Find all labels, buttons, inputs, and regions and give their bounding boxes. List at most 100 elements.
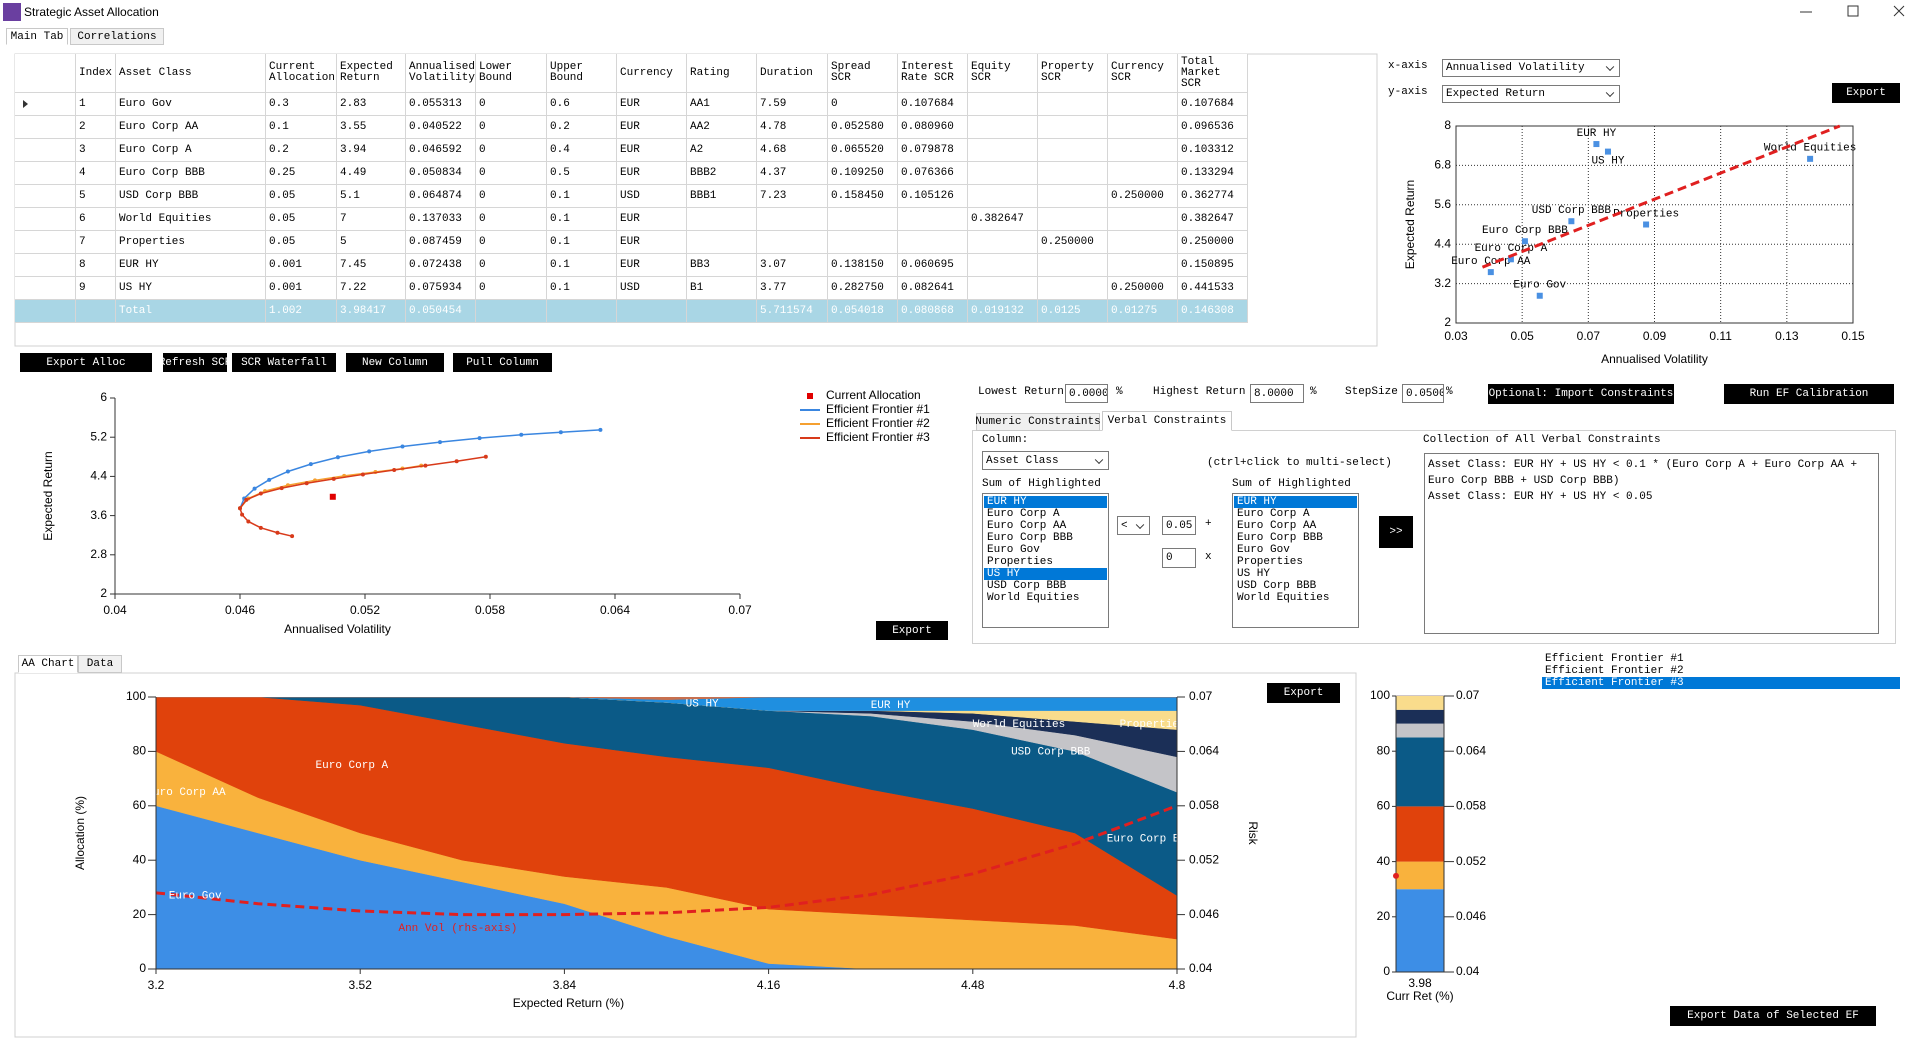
list-item[interactable]: Properties bbox=[1237, 556, 1304, 568]
table-cell[interactable]: BBB2 bbox=[687, 162, 757, 185]
table-cell[interactable]: 0.052580 bbox=[828, 116, 898, 139]
column-header[interactable]: Spread SCR bbox=[828, 54, 898, 93]
table-cell[interactable] bbox=[898, 208, 968, 231]
table-cell[interactable] bbox=[1038, 277, 1108, 300]
total-cell[interactable]: 0.054018 bbox=[828, 300, 898, 323]
total-cell[interactable]: 0.0125 bbox=[1038, 300, 1108, 323]
constraint-tab[interactable]: Verbal Constraints bbox=[1102, 411, 1232, 431]
table-cell[interactable]: 0.082641 bbox=[898, 277, 968, 300]
table-cell[interactable]: 0.079878 bbox=[898, 139, 968, 162]
table-cell[interactable]: 0.064874 bbox=[406, 185, 476, 208]
export-selected-button[interactable]: Export Data of Selected EF bbox=[1670, 1006, 1876, 1026]
table-cell[interactable] bbox=[1038, 162, 1108, 185]
table-cell[interactable]: 3.77 bbox=[757, 277, 828, 300]
table-cell[interactable] bbox=[968, 139, 1038, 162]
table-cell[interactable]: 5 bbox=[337, 231, 406, 254]
table-cell[interactable]: 0.040522 bbox=[406, 116, 476, 139]
lowest-input[interactable]: 0.0000 bbox=[1065, 384, 1108, 403]
close-icon[interactable] bbox=[1893, 5, 1905, 17]
table-cell[interactable]: 0.096536 bbox=[1178, 116, 1248, 139]
operator-select[interactable]: < bbox=[1117, 516, 1150, 535]
table-cell[interactable]: Euro Corp AA bbox=[116, 116, 266, 139]
table-cell[interactable] bbox=[1038, 93, 1108, 116]
table-cell[interactable]: 0 bbox=[476, 185, 547, 208]
highest-input[interactable]: 8.0000 bbox=[1250, 384, 1304, 403]
table-cell[interactable]: 0.2 bbox=[547, 116, 617, 139]
table-cell[interactable]: B1 bbox=[687, 277, 757, 300]
table-cell[interactable]: 0 bbox=[476, 231, 547, 254]
add-button[interactable]: >> bbox=[1379, 516, 1413, 548]
table-cell[interactable]: 0.050834 bbox=[406, 162, 476, 185]
total-cell[interactable]: 0.050454 bbox=[406, 300, 476, 323]
table-cell[interactable]: 0.080960 bbox=[898, 116, 968, 139]
table-cell[interactable] bbox=[1108, 139, 1178, 162]
list-item[interactable]: US HY bbox=[984, 568, 1107, 580]
column-header[interactable]: Currency SCR bbox=[1108, 54, 1178, 93]
table-cell[interactable]: 0.001 bbox=[266, 254, 337, 277]
x-axis-select[interactable]: Annualised Volatility bbox=[1442, 59, 1620, 77]
total-cell[interactable] bbox=[476, 300, 547, 323]
table-cell[interactable]: 0.05 bbox=[266, 185, 337, 208]
table-cell[interactable] bbox=[968, 93, 1038, 116]
y-axis-select[interactable]: Expected Return bbox=[1442, 85, 1620, 103]
table-cell[interactable]: 0 bbox=[476, 116, 547, 139]
table-cell[interactable]: 0.065520 bbox=[828, 139, 898, 162]
frontier-item[interactable]: Efficient Frontier #2 bbox=[1545, 665, 1684, 677]
table-cell[interactable] bbox=[968, 185, 1038, 208]
restore-icon[interactable] bbox=[1847, 5, 1859, 17]
table-button[interactable]: New Column bbox=[346, 353, 444, 372]
table-cell[interactable]: World Equities bbox=[116, 208, 266, 231]
export-button[interactable]: Export bbox=[876, 621, 948, 640]
table-cell[interactable]: 0.05 bbox=[266, 231, 337, 254]
column-header[interactable]: Lower Bound bbox=[476, 54, 547, 93]
total-cell[interactable] bbox=[547, 300, 617, 323]
table-cell[interactable]: 0.087459 bbox=[406, 231, 476, 254]
table-cell[interactable]: 0 bbox=[476, 208, 547, 231]
table-cell[interactable]: USD bbox=[617, 185, 687, 208]
table-cell[interactable]: 0.250000 bbox=[1108, 185, 1178, 208]
table-cell[interactable]: Euro Corp A bbox=[116, 139, 266, 162]
table-cell[interactable]: 0.001 bbox=[266, 277, 337, 300]
total-cell[interactable]: 0.080868 bbox=[898, 300, 968, 323]
table-cell[interactable]: AA2 bbox=[687, 116, 757, 139]
table-cell[interactable]: 0.072438 bbox=[406, 254, 476, 277]
total-cell[interactable]: 0.019132 bbox=[968, 300, 1038, 323]
table-cell[interactable]: 0 bbox=[476, 277, 547, 300]
table-cell[interactable]: 0.060695 bbox=[898, 254, 968, 277]
table-cell[interactable] bbox=[1108, 162, 1178, 185]
table-cell[interactable]: 0 bbox=[476, 139, 547, 162]
list-item[interactable]: Euro Gov bbox=[987, 544, 1040, 556]
list-item[interactable]: EUR HY bbox=[1234, 496, 1357, 508]
column-header[interactable]: Current Allocation bbox=[266, 54, 337, 93]
column-header[interactable]: Equity SCR bbox=[968, 54, 1038, 93]
table-cell[interactable]: 0.137033 bbox=[406, 208, 476, 231]
table-cell[interactable]: 0.075934 bbox=[406, 277, 476, 300]
table-cell[interactable]: 0.1 bbox=[547, 208, 617, 231]
column-header[interactable]: Currency bbox=[617, 54, 687, 93]
table-cell[interactable]: 0.250000 bbox=[1038, 231, 1108, 254]
table-cell[interactable] bbox=[1108, 93, 1178, 116]
table-cell[interactable]: Properties bbox=[116, 231, 266, 254]
column-header[interactable]: Upper Bound bbox=[547, 54, 617, 93]
column-header[interactable]: Annualised Volatility bbox=[406, 54, 476, 93]
table-cell[interactable]: 7 bbox=[337, 208, 406, 231]
total-cell[interactable]: 0.01275 bbox=[1108, 300, 1178, 323]
table-cell[interactable]: BBB1 bbox=[687, 185, 757, 208]
step-input[interactable]: 0.0500 bbox=[1402, 384, 1444, 403]
table-cell[interactable]: USD bbox=[617, 277, 687, 300]
table-cell[interactable]: 0.1 bbox=[547, 254, 617, 277]
table-cell[interactable]: 0.105126 bbox=[898, 185, 968, 208]
table-cell[interactable] bbox=[687, 208, 757, 231]
table-cell[interactable]: 0.362774 bbox=[1178, 185, 1248, 208]
table-cell[interactable]: BB3 bbox=[687, 254, 757, 277]
list-item[interactable]: USD Corp BBB bbox=[1237, 580, 1317, 592]
table-cell[interactable]: 0.138150 bbox=[828, 254, 898, 277]
table-cell[interactable]: 0.2 bbox=[266, 139, 337, 162]
table-cell[interactable]: EUR bbox=[617, 254, 687, 277]
table-cell[interactable] bbox=[1038, 139, 1108, 162]
table-cell[interactable]: 7.22 bbox=[337, 277, 406, 300]
table-cell[interactable]: 7.59 bbox=[757, 93, 828, 116]
list-item[interactable]: EUR HY bbox=[984, 496, 1107, 508]
table-cell[interactable]: 0.1 bbox=[547, 231, 617, 254]
total-cell[interactable]: 3.98417 bbox=[337, 300, 406, 323]
